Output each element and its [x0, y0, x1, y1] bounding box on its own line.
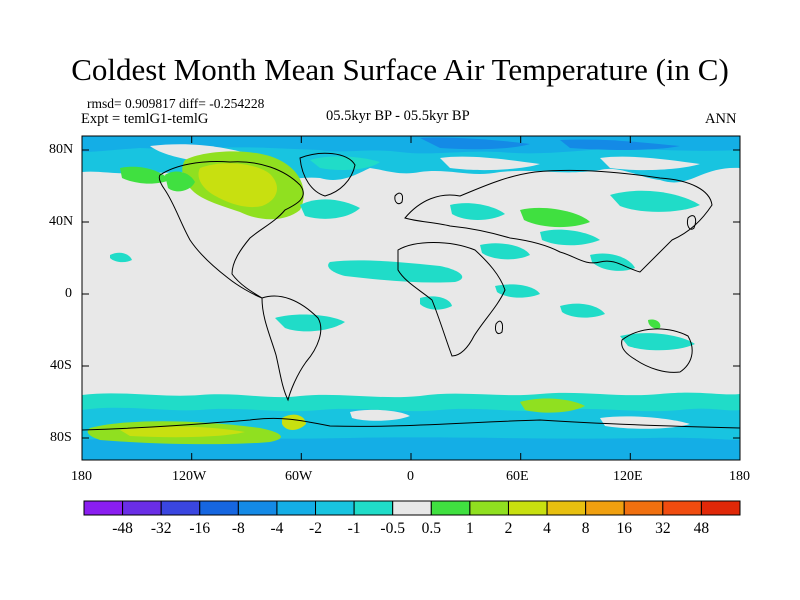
colorbar-label: -16 [189, 520, 211, 537]
lon-label-120e: 120E [613, 469, 643, 484]
lat-label-80s: 80S [50, 430, 72, 445]
southern-ocean-anomalies [82, 392, 740, 460]
colorbar-box-6 [315, 500, 355, 516]
colorbar-label: 8 [581, 520, 590, 537]
lat-label-0: 0 [65, 286, 72, 301]
colorbar-label: -1 [347, 520, 361, 537]
colorbar-label: -32 [150, 520, 172, 537]
colorbar-box-12 [546, 500, 587, 516]
colorbar-label: -2 [309, 520, 322, 537]
colorbar-label: 2 [504, 520, 513, 537]
colorbar-box-16 [700, 500, 741, 516]
lat-label-80n: 80N [49, 142, 74, 157]
colorbar-box-0 [83, 500, 124, 516]
colorbar-box-3 [199, 500, 239, 516]
lat-label-40n: 40N [49, 214, 74, 229]
madagascar-coast [495, 320, 503, 335]
colorbar-label: -8 [231, 520, 245, 537]
lon-label-180w: 180 [71, 469, 92, 484]
lon-label-60e: 60E [506, 469, 529, 484]
stats-line: rmsd= 0.909817 diff= -0.254228 [87, 96, 264, 112]
colorbar-label: 48 [693, 520, 710, 537]
diff-value: diff= -0.254228 [179, 96, 265, 111]
season-label: ANN [705, 111, 737, 127]
period-label: 05.5kyr BP - 05.5kyr BP [326, 108, 470, 124]
japan-coast [687, 215, 697, 230]
europe-asia-coast [404, 169, 713, 273]
coastlines [82, 152, 740, 431]
colorbar-box-5 [276, 500, 317, 516]
uk-coast [394, 192, 403, 205]
antarctica-coast [82, 417, 740, 431]
colorbar-box-11 [507, 500, 548, 516]
colorbar-box-9 [430, 500, 471, 516]
north-america-coast [158, 161, 304, 299]
colorbar-label: -48 [112, 520, 133, 537]
midlatitude-anomalies [110, 190, 700, 271]
lon-label-180e: 180 [729, 469, 750, 484]
rmsd-value: rmsd= 0.909817 [87, 96, 176, 111]
colorbar-box-7 [353, 500, 394, 516]
lon-label-60w: 60W [285, 469, 313, 484]
colorbar-label: 1 [466, 520, 474, 537]
colorbar-box-15 [662, 500, 702, 516]
experiment-label: Expt = temlG1-temlG [81, 111, 209, 127]
colorbar-label: -4 [270, 520, 284, 537]
greenland-coast [299, 152, 356, 197]
lat-label-40s: 40S [50, 358, 72, 373]
lon-label-120w: 120W [172, 469, 207, 484]
colorbar-box-2 [160, 500, 201, 516]
colorbar-box-10 [469, 500, 509, 516]
colorbar-label: -0.5 [380, 520, 405, 537]
colorbar-label: 16 [616, 520, 632, 537]
australia-coast [621, 328, 693, 373]
chart-title: Coldest Month Mean Surface Air Temperatu… [71, 52, 729, 87]
colorbar-box-14 [623, 500, 664, 516]
colorbar-label: 4 [543, 520, 551, 537]
south-america-coast [261, 295, 322, 402]
colorbar-box-8 [392, 500, 432, 516]
tropical-anomalies [275, 260, 695, 351]
africa-coast [397, 242, 506, 357]
colorbar-label: 0.5 [421, 520, 441, 537]
colorbar-box-4 [237, 500, 278, 516]
latitude-ticks [82, 149, 740, 439]
lon-label-0: 0 [407, 469, 414, 484]
colorbar-box-13 [585, 500, 625, 516]
colorbar-box-1 [122, 500, 162, 516]
longitude-ticks [81, 136, 741, 460]
colorbar-label: 32 [655, 520, 671, 537]
